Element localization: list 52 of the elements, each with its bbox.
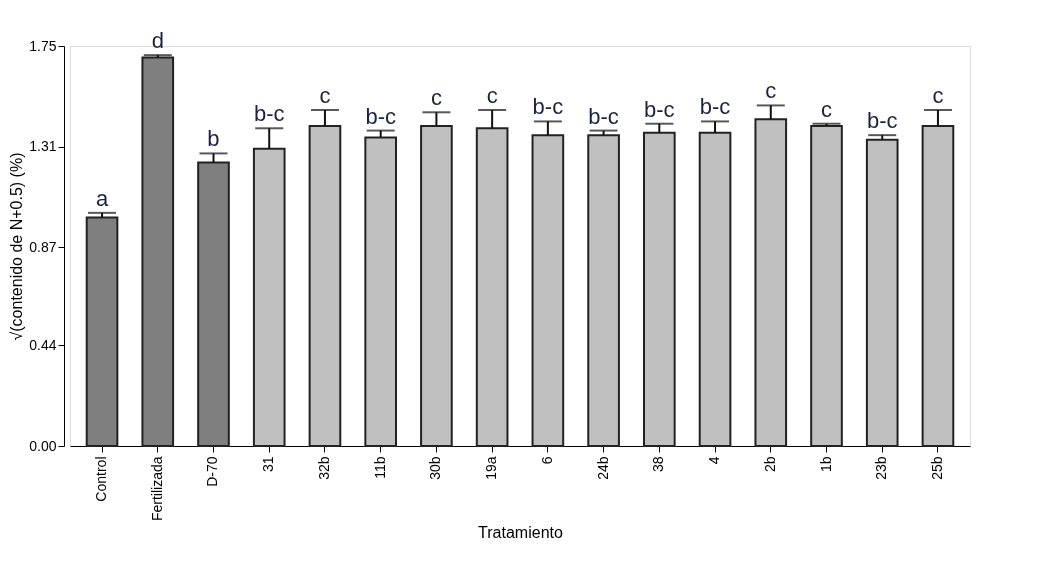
x-tick-label: Fertilizada [148, 456, 165, 522]
bar [921, 125, 955, 447]
y-axis-title: √(contenido de N+0.5) (%) [8, 152, 26, 341]
bar [698, 131, 732, 447]
y-tick-label: 1.75 [29, 37, 57, 54]
x-tick-label: 2b [761, 456, 778, 473]
bar [642, 131, 676, 447]
bar [531, 134, 565, 447]
annotation: b-c [532, 94, 564, 120]
x-tick-label: 30b [427, 456, 444, 480]
annotation: b-c [588, 103, 619, 129]
bar [252, 147, 286, 447]
annotation: b-c [644, 96, 675, 122]
annotation: c [765, 78, 777, 104]
annotation: b-c [365, 103, 396, 129]
x-tick-label: 25b [928, 456, 945, 480]
x-tick-label: 6 [538, 456, 555, 465]
bar [308, 125, 342, 447]
annotation: b [207, 126, 220, 152]
y-tick-label: 0.44 [29, 336, 57, 353]
bar [810, 125, 843, 447]
y-tick-label: 0.87 [29, 238, 57, 255]
x-tick-label: 4 [706, 456, 723, 465]
x-tick-label: 38 [650, 456, 667, 473]
x-tick-label: 1b [817, 456, 834, 473]
x-tick-label: 23b [873, 456, 890, 480]
annotation: d [151, 28, 164, 54]
annotation: c [319, 83, 331, 108]
annotation: c [486, 83, 498, 108]
annotation: c [430, 85, 442, 111]
bar [197, 161, 230, 447]
y-tick-label: 1.31 [29, 138, 57, 155]
y-tick-label: 0.00 [29, 437, 57, 454]
x-tick-label: 31 [260, 456, 277, 473]
annotation: b-c [699, 94, 731, 120]
annotation: b-c [253, 101, 285, 127]
bar [475, 127, 509, 447]
annotation: a [95, 185, 109, 211]
bar [420, 125, 453, 447]
x-axis-title: Tratamiento [478, 524, 563, 542]
bar [141, 56, 175, 447]
annotation: c [932, 83, 944, 108]
x-tick-label: Control [93, 456, 110, 502]
x-tick-label: D-70 [204, 456, 221, 487]
bar [754, 118, 788, 447]
annotation: b-c [866, 108, 898, 134]
x-tick-label: 32b [315, 456, 332, 480]
x-tick-label: 19a [483, 456, 500, 480]
annotation: c [821, 96, 832, 122]
x-tick-label: 11b [371, 456, 388, 479]
x-tick-label: 24b [594, 456, 611, 480]
bar [364, 136, 398, 447]
